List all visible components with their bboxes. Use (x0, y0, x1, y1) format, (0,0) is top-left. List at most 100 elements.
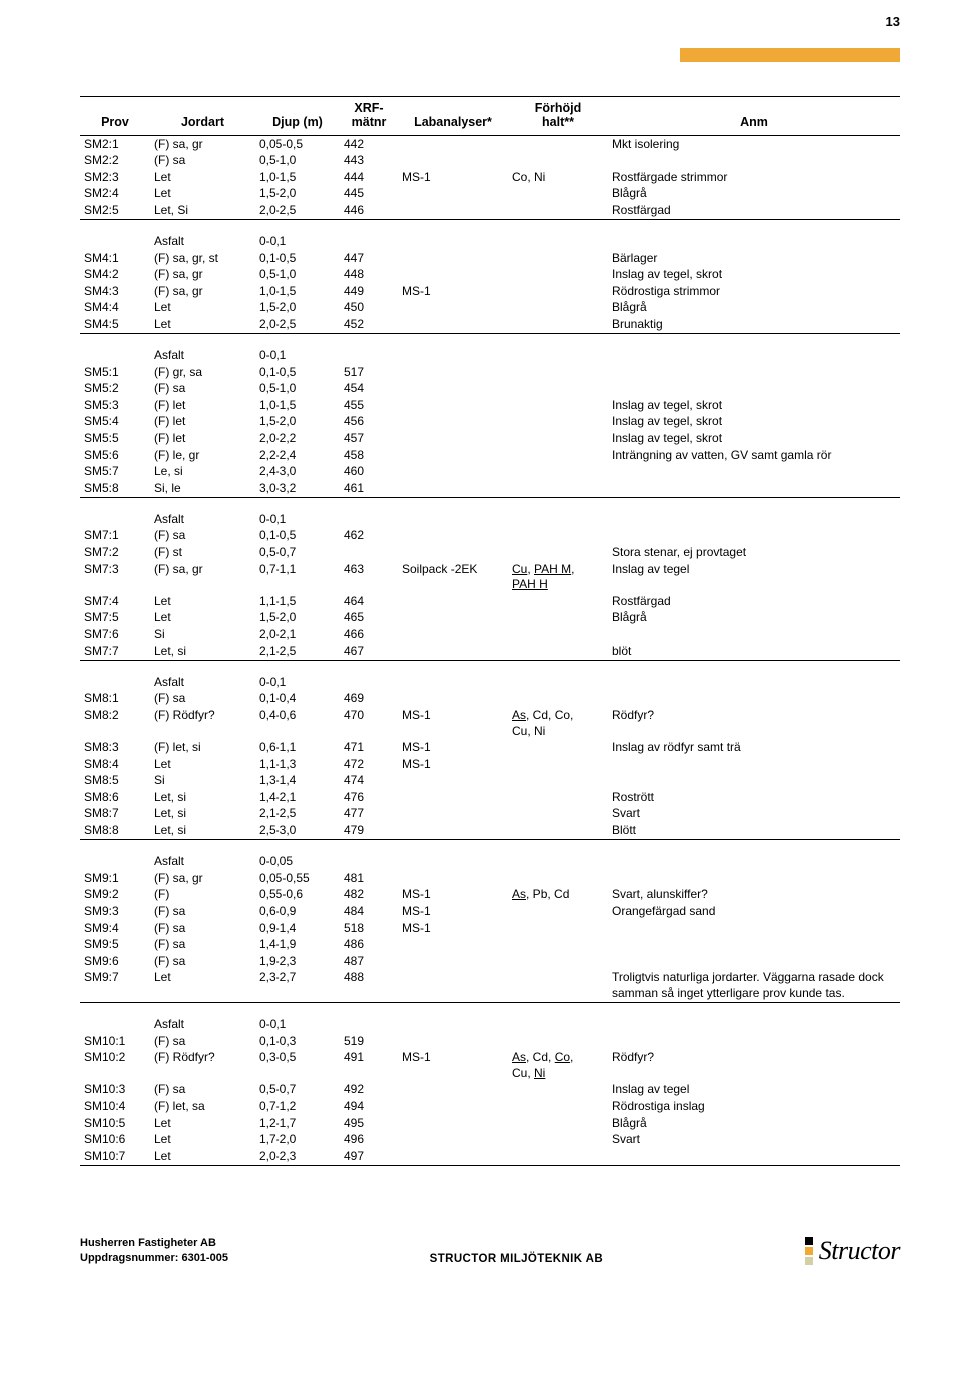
logo-text: Structor (819, 1236, 900, 1266)
cell-anm: Rostfärgad (608, 593, 900, 610)
cell-halt (508, 970, 608, 1003)
table-row: SM5:6(F) le, gr2,2-2,4458Inträngning av … (80, 447, 900, 464)
cell-xrf: 471 (340, 740, 398, 757)
cell-halt (508, 381, 608, 398)
cell-xrf: 474 (340, 773, 398, 790)
cell-halt (508, 153, 608, 170)
cell-xrf: 477 (340, 806, 398, 823)
cell-djup: 0,1-0,5 (255, 364, 340, 381)
cell-halt (508, 283, 608, 300)
cell-jordart: Let (150, 169, 255, 186)
cell-jordart: (F) sa (150, 691, 255, 708)
table-row: SM5:4(F) let1,5-2,0456Inslag av tegel, s… (80, 414, 900, 431)
cell-lab (398, 267, 508, 284)
cell-halt (508, 920, 608, 937)
cell-halt (508, 348, 608, 365)
cell-djup: 2,0-2,5 (255, 316, 340, 333)
cell-anm (608, 1148, 900, 1165)
cell-prov: SM7:3 (80, 561, 150, 593)
cell-halt (508, 300, 608, 317)
cell-xrf: 484 (340, 903, 398, 920)
cell-prov: SM10:6 (80, 1132, 150, 1149)
cell-prov: SM8:6 (80, 789, 150, 806)
data-table: Prov Jordart Djup (m) XRF-mätnr Labanaly… (80, 96, 900, 1166)
table-row: SM10:3(F) sa0,5-0,7492Inslag av tegel (80, 1082, 900, 1099)
cell-prov: SM2:5 (80, 202, 150, 219)
cell-xrf: 487 (340, 953, 398, 970)
cell-halt (508, 1148, 608, 1165)
group-separator (80, 840, 900, 854)
cell-prov: SM7:2 (80, 545, 150, 562)
cell-jordart: (F) sa (150, 903, 255, 920)
table-row: SM9:3(F) sa0,6-0,9484MS-1Orangefärgad sa… (80, 903, 900, 920)
cell-anm (608, 1033, 900, 1050)
cell-djup: 2,5-3,0 (255, 823, 340, 840)
cell-djup: 2,3-2,7 (255, 970, 340, 1003)
cell-lab (398, 233, 508, 250)
cell-jordart: Si (150, 773, 255, 790)
cell-jordart: Let (150, 593, 255, 610)
cell-halt (508, 643, 608, 660)
cell-djup: 2,0-2,3 (255, 1148, 340, 1165)
cell-xrf: 462 (340, 528, 398, 545)
table-row: SM9:4(F) sa0,9-1,4518MS-1 (80, 920, 900, 937)
cell-anm: Blågrå (608, 610, 900, 627)
cell-jordart: (F) le, gr (150, 447, 255, 464)
cell-halt (508, 1017, 608, 1034)
cell-djup: 2,4-3,0 (255, 464, 340, 481)
cell-prov: SM9:4 (80, 920, 150, 937)
cell-jordart: (F) st (150, 545, 255, 562)
table-row: SM8:8Let, si2,5-3,0479Blött (80, 823, 900, 840)
cell-halt (508, 316, 608, 333)
table-row: SM9:2(F)0,55-0,6482MS-1As, Pb, CdSvart, … (80, 887, 900, 904)
cell-jordart: (F) sa, gr (150, 283, 255, 300)
cell-jordart: (F) sa (150, 953, 255, 970)
cell-prov: SM8:7 (80, 806, 150, 823)
page-footer: Husherren Fastigheter AB Uppdragsnummer:… (0, 1226, 960, 1276)
cell-anm: Rödfyr? (608, 707, 900, 739)
cell-halt: As, Cd, Co,Cu, Ni (508, 1050, 608, 1082)
cell-anm: Orangefärgad sand (608, 903, 900, 920)
cell-anm: Svart, alunskiffer? (608, 887, 900, 904)
table-row: SM8:6Let, si1,4-2,1476Rostrött (80, 789, 900, 806)
table-row: SM9:5(F) sa1,4-1,9486 (80, 937, 900, 954)
cell-xrf: 486 (340, 937, 398, 954)
cell-xrf: 470 (340, 707, 398, 739)
cell-djup: 1,9-2,3 (255, 953, 340, 970)
cell-djup: 1,7-2,0 (255, 1132, 340, 1149)
table-row: SM2:2(F) sa0,5-1,0443 (80, 153, 900, 170)
cell-xrf: 497 (340, 1148, 398, 1165)
cell-anm: Rostfärgade strimmor (608, 169, 900, 186)
cell-anm: Svart (608, 806, 900, 823)
cell-anm (608, 364, 900, 381)
table-row: SM4:3(F) sa, gr1,0-1,5449MS-1Rödrostiga … (80, 283, 900, 300)
table-row: Asfalt0-0,1 (80, 348, 900, 365)
cell-anm: blöt (608, 643, 900, 660)
cell-halt (508, 740, 608, 757)
cell-anm: Inslag av rödfyr samt trä (608, 740, 900, 757)
table-row: SM2:4Let1,5-2,0445Blågrå (80, 186, 900, 203)
cell-prov: SM9:3 (80, 903, 150, 920)
cell-xrf: 491 (340, 1050, 398, 1082)
cell-xrf: 476 (340, 789, 398, 806)
cell-djup: 0,1-0,5 (255, 250, 340, 267)
header-prov: Prov (80, 97, 150, 136)
table-row: SM8:7Let, si2,1-2,5477Svart (80, 806, 900, 823)
cell-jordart: Le, si (150, 464, 255, 481)
cell-prov: SM8:3 (80, 740, 150, 757)
table-row: SM7:4Let1,1-1,5464Rostfärgad (80, 593, 900, 610)
cell-xrf: 469 (340, 691, 398, 708)
table-row: SM2:3Let1,0-1,5444MS-1Co, NiRostfärgade … (80, 169, 900, 186)
cell-jordart: (F) sa (150, 937, 255, 954)
group-separator (80, 219, 900, 233)
cell-halt (508, 545, 608, 562)
cell-halt: As, Pb, Cd (508, 887, 608, 904)
cell-djup: 1,2-1,7 (255, 1115, 340, 1132)
cell-anm: Stora stenar, ej provtaget (608, 545, 900, 562)
cell-jordart: (F) let (150, 414, 255, 431)
table-row: Asfalt0-0,05 (80, 854, 900, 871)
cell-prov: SM10:4 (80, 1098, 150, 1115)
cell-xrf: 455 (340, 397, 398, 414)
cell-lab (398, 643, 508, 660)
cell-prov: SM5:6 (80, 447, 150, 464)
